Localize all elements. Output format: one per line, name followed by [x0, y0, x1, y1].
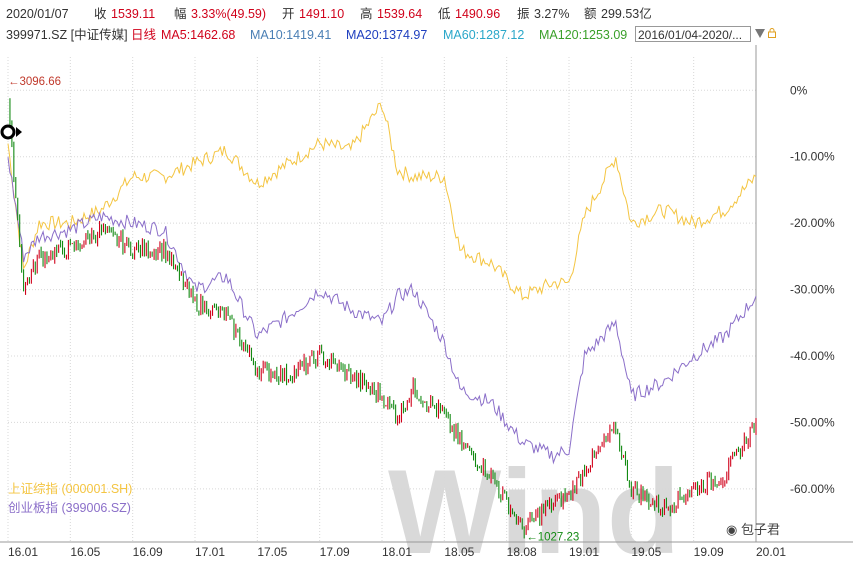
ma10-value: MA10:1419.41	[250, 28, 332, 42]
ytick-label: -40.00%	[790, 349, 835, 363]
watermark-account-text: 包子君	[740, 522, 780, 537]
ma60-value: MA60:1287.12	[443, 28, 525, 42]
legend-sse: 上证综指 (000001.SH)	[8, 482, 133, 496]
series-line-chinext	[7, 157, 757, 465]
change-value: 3.33%(49.59)	[191, 7, 267, 21]
amount-label: 额	[584, 7, 597, 21]
change-label: 幅	[174, 7, 187, 21]
series-candles-media-index	[9, 98, 757, 539]
ytick-label: -50.00%	[790, 415, 835, 429]
ytick-label: -10.00%	[790, 150, 835, 164]
ma20-value: MA20:1374.97	[346, 28, 428, 42]
low-value: 1490.96	[455, 7, 501, 21]
xtick-label: 17.01	[195, 545, 225, 559]
high-value: 1539.64	[377, 7, 423, 21]
security-code[interactable]: 399971.SZ [中证传媒]	[6, 28, 128, 42]
lock-icon[interactable]	[768, 28, 776, 38]
open-label: 开	[282, 7, 295, 21]
xtick-label: 19.01	[569, 545, 599, 559]
wechat-icon: ◉	[726, 522, 738, 537]
ma-indicator-row: 399971.SZ [中证传媒] 日线 MA5:1462.68 MA10:141…	[0, 27, 853, 47]
ytick-label: 0%	[790, 83, 808, 97]
high-label: 高	[360, 7, 373, 21]
price-chart[interactable]: Wind0%-10.00%-20.00%-30.00%-40.00%-50.00…	[0, 45, 853, 568]
xtick-label: 16.09	[133, 545, 163, 559]
watermark-account: ◉ 包子君	[726, 519, 780, 538]
start-marker-icon	[0, 124, 16, 140]
open-value: 1491.10	[299, 7, 345, 21]
xtick-label: 18.08	[507, 545, 537, 559]
ma120-value: MA120:1253.09	[539, 28, 628, 42]
high-annotation: ←3096.66	[8, 76, 61, 88]
low-label: 低	[438, 7, 451, 21]
dropdown-triangle-icon[interactable]	[755, 29, 765, 38]
xtick-label: 20.01	[756, 545, 786, 559]
close-value: 1539.11	[111, 7, 156, 21]
ma5-value: MA5:1462.68	[161, 28, 236, 42]
ytick-label: -20.00%	[790, 216, 835, 230]
xtick-label: 18.01	[382, 545, 412, 559]
xtick-label: 19.05	[631, 545, 661, 559]
quote-info-row: 2020/01/07 收 1539.11 幅 3.33%(49.59) 开 14…	[0, 6, 853, 26]
xtick-label: 17.09	[320, 545, 350, 559]
xtick-label: 17.05	[257, 545, 287, 559]
ytick-label: -30.00%	[790, 283, 835, 297]
xtick-label: 19.09	[694, 545, 724, 559]
period-label[interactable]: 日线	[131, 28, 157, 42]
xtick-label: 18.05	[444, 545, 474, 559]
start-arrow-icon	[16, 127, 22, 137]
amplitude-label: 振	[517, 7, 530, 21]
quote-date: 2020/01/07	[6, 7, 69, 21]
date-range-input[interactable]: 2016/01/04-2020/...	[635, 26, 751, 42]
low-annotation: ←1027.23	[526, 532, 579, 544]
amplitude-value: 3.27%	[534, 7, 570, 21]
legend-chinext: 创业板指 (399006.SZ)	[8, 501, 131, 515]
series-line-sse	[7, 102, 757, 301]
xtick-label: 16.05	[70, 545, 100, 559]
ytick-label: -60.00%	[790, 482, 835, 496]
amount-value: 299.53亿	[601, 7, 652, 21]
xtick-label: 16.01	[8, 545, 38, 559]
close-label: 收	[94, 7, 107, 21]
